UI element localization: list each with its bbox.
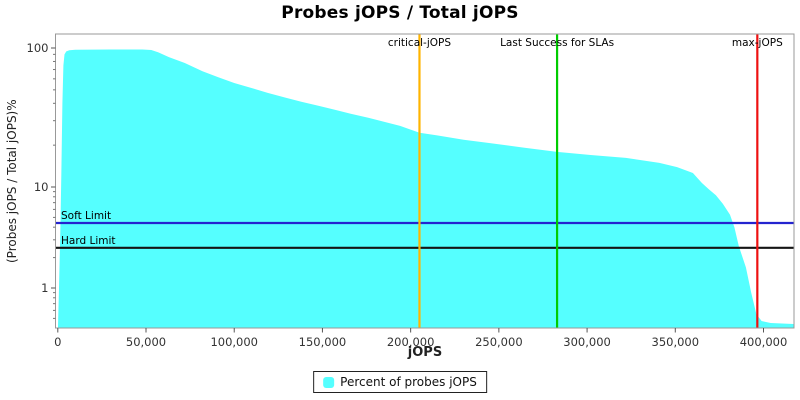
x-tick-label-250000: 250,000 [475, 335, 523, 349]
y-tick-label-10: 10 [34, 180, 49, 194]
series-color-swatch-icon [323, 376, 335, 388]
y-tick-label-1: 1 [41, 281, 48, 295]
x-tick-label-200000: 200,000 [387, 335, 435, 349]
x-axis-label: jOPS [407, 345, 443, 360]
marker-label-last-success-for-slas: Last Success for SLAs [500, 37, 614, 49]
y-tick-label-100: 100 [27, 41, 49, 55]
marker-label-max-jops: max-jOPS [732, 37, 783, 49]
y-axis-label: (Probes jOPS / Total jOPS)% [5, 99, 19, 263]
x-tick-label-350000: 350,000 [652, 335, 700, 349]
series-area-percent-of-probes-jops [58, 49, 794, 328]
chart-title: Probes jOPS / Total jOPS [281, 3, 519, 23]
limit-label-hard-limit: Hard Limit [61, 235, 116, 247]
plot-border [55, 33, 795, 329]
legend: Percent of probes jOPS [313, 371, 487, 393]
x-tick-label-150000: 150,000 [299, 335, 347, 349]
x-tick-label-300000: 300,000 [563, 335, 611, 349]
x-tick-label-0: 0 [54, 335, 61, 349]
x-tick-label-400000: 400,000 [740, 335, 788, 349]
x-tick-label-50000: 50,000 [126, 335, 166, 349]
marker-label-critical-jops: critical-jOPS [388, 37, 451, 49]
limit-label-soft-limit: Soft Limit [61, 210, 111, 222]
x-tick-label-100000: 100,000 [210, 335, 258, 349]
legend-item-label: Percent of probes jOPS [340, 375, 477, 389]
